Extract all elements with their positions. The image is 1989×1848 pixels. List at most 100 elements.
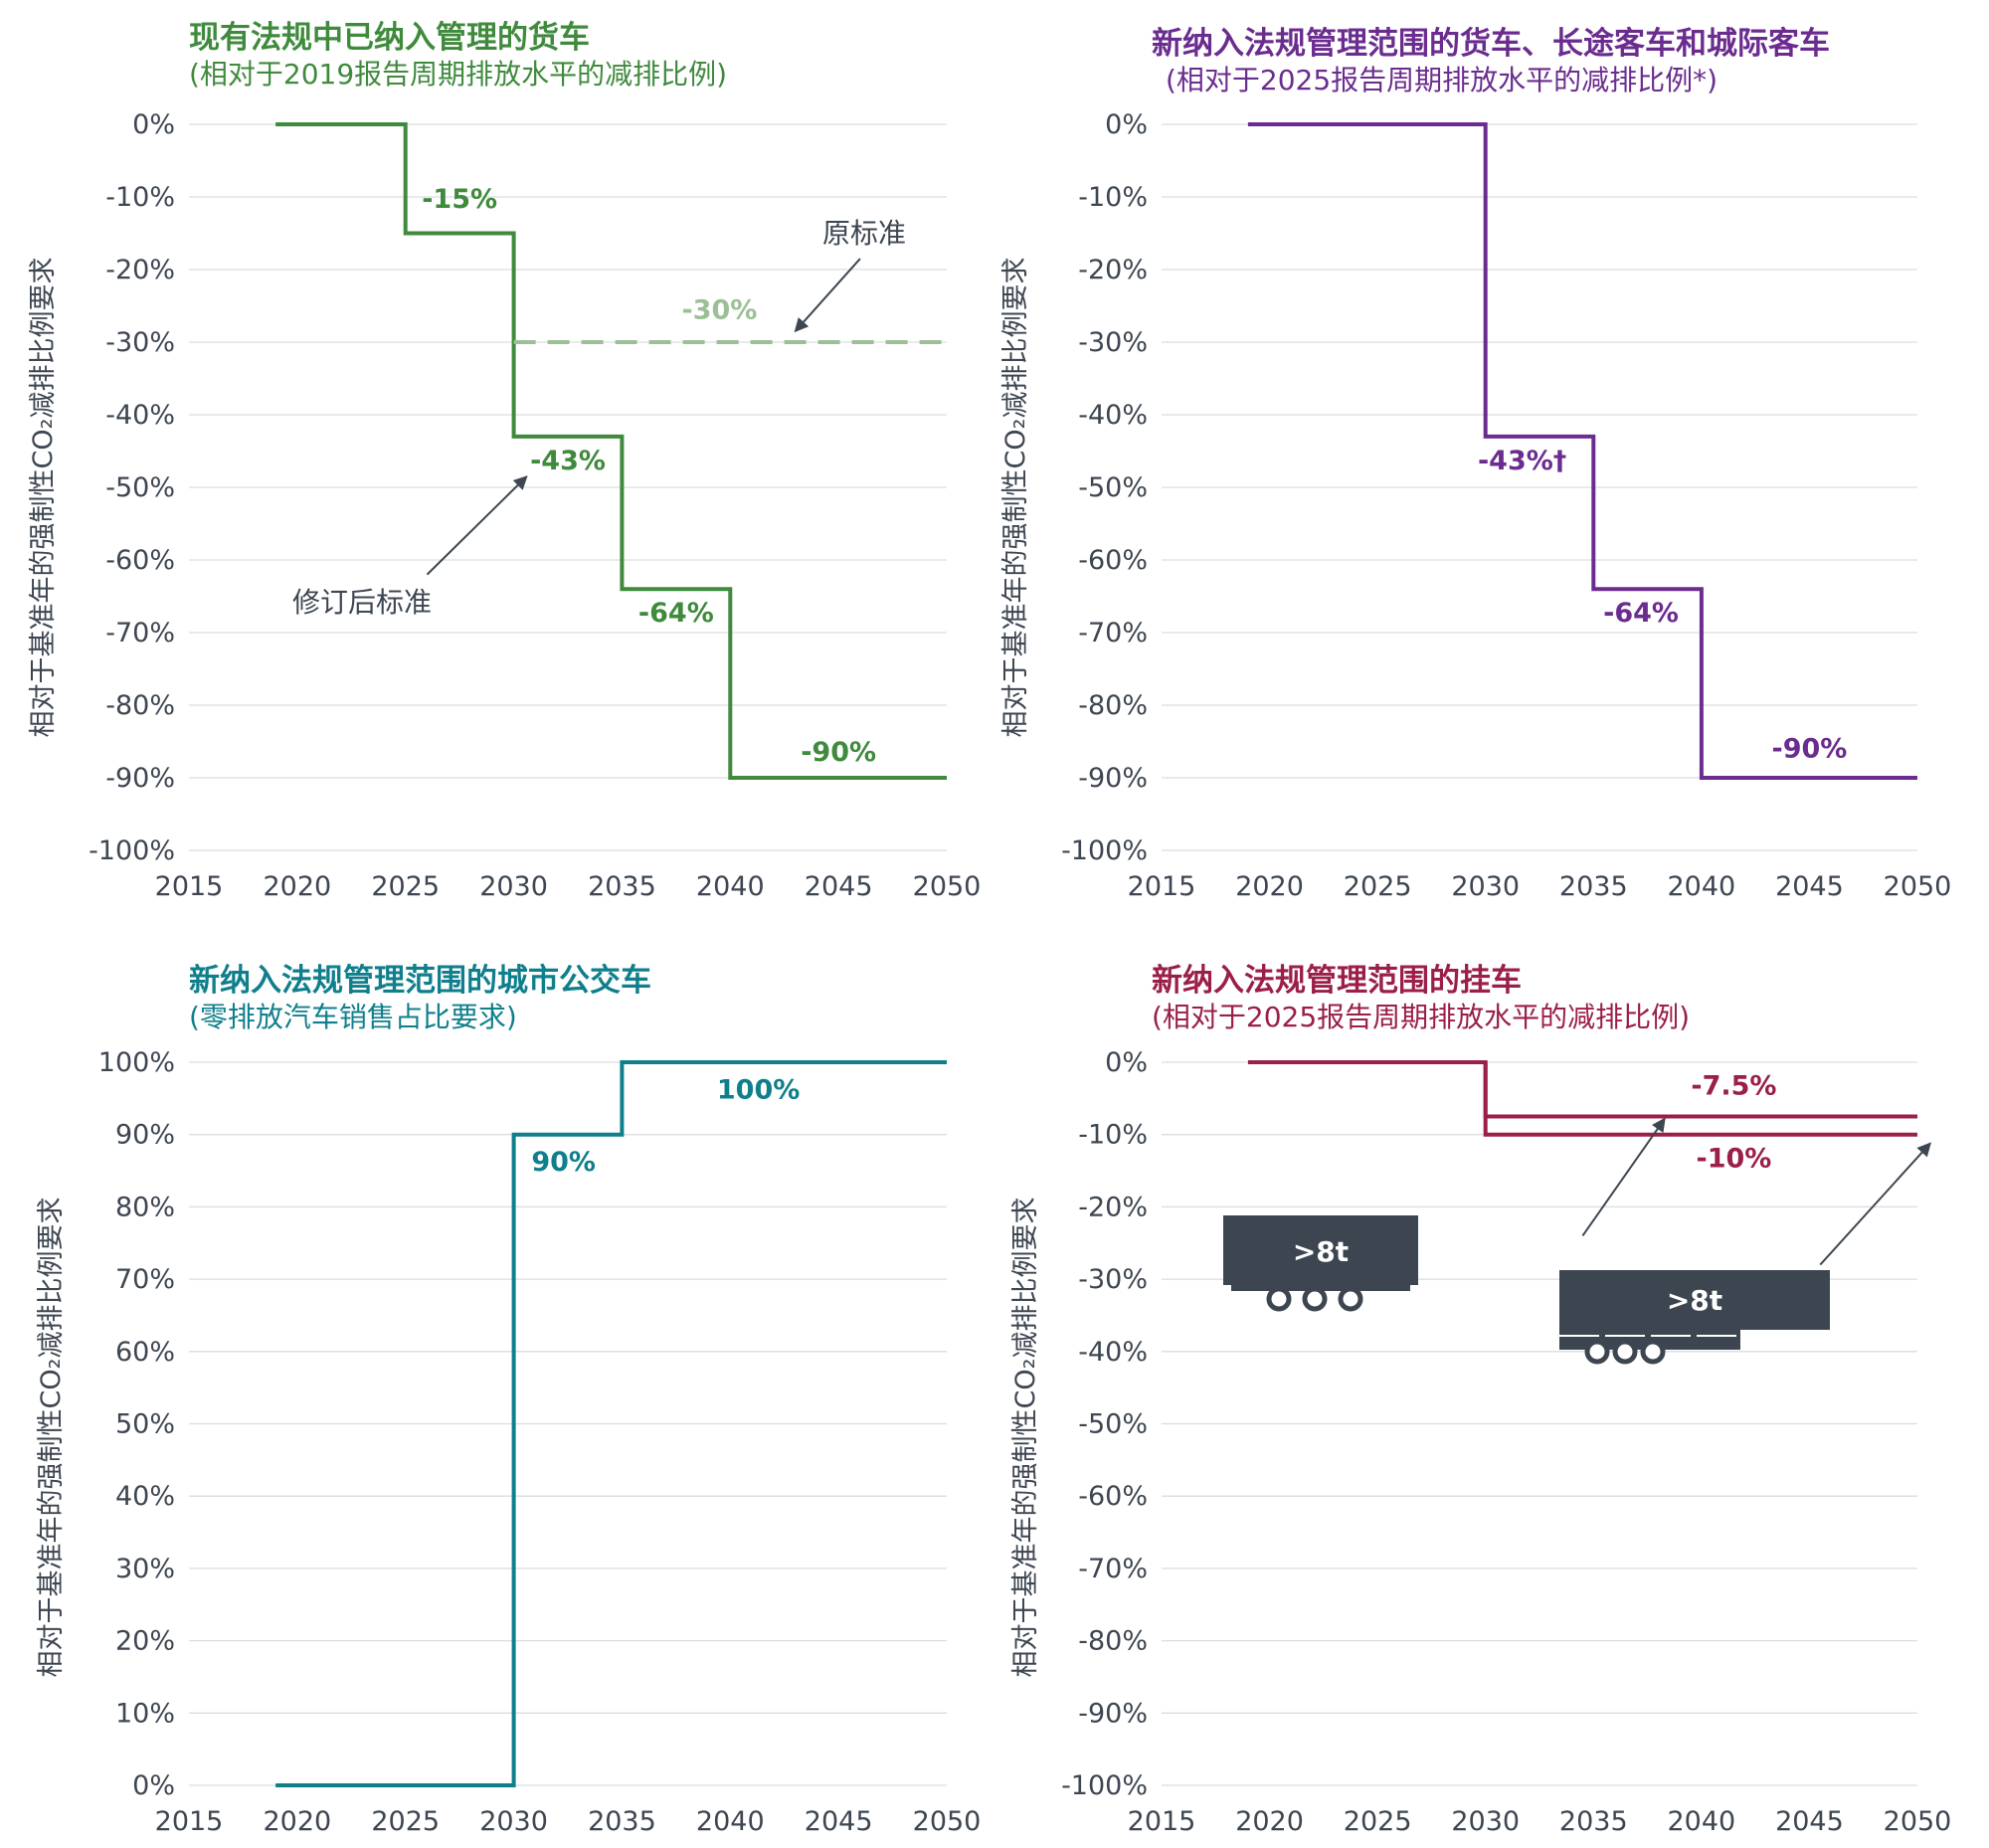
x-tick-label: 2040: [696, 871, 765, 902]
y-tick-label: -30%: [1078, 327, 1148, 358]
data-label: -10%: [1697, 1143, 1772, 1174]
data-label: -15%: [422, 184, 497, 215]
x-tick-label: 2020: [1235, 871, 1304, 902]
revised-standard-annotation: 修订后标准: [292, 586, 432, 619]
semi-trailer-wheels: [1584, 1339, 1666, 1365]
annotation-arrow: [1581, 1117, 1666, 1237]
panel-1-annotations: 原标准 修订后标准: [292, 217, 906, 619]
x-tick-label: 2045: [805, 871, 873, 902]
y-tick-label: -10%: [1078, 182, 1148, 213]
y-tick-label: -60%: [1078, 545, 1148, 576]
data-label: -90%: [1772, 734, 1848, 765]
x-tick-label: 2035: [1559, 1806, 1628, 1837]
y-tick-label: 20%: [115, 1626, 175, 1657]
panel-3-title: 新纳入法规管理范围的城市公交车: [189, 963, 651, 999]
rigid-trailer-icon: >8t: [1223, 1215, 1418, 1312]
trailer-wheels: [1266, 1286, 1363, 1312]
panel-2-plot: 0% -10% -20% -30% -40% -50% -60% -70% -80% -90% -1…: [1061, 109, 1951, 902]
panel-2-y-axis-label: 相对于基准年的强制性CO₂减排比例要求: [1000, 258, 1031, 738]
y-tick-label: 100%: [98, 1047, 175, 1078]
panel-3-subtitle: (零排放汽车销售占比要求): [189, 1001, 517, 1033]
series-line-1: [275, 122, 947, 780]
y-tick-label: -80%: [1078, 690, 1148, 721]
rigid-trailer-weight-label: >8t: [1293, 1235, 1349, 1268]
panel-4-plot: 0% -10% -20% -30% -40% -50% -60% -70% -80% -90% -1…: [1061, 1047, 1951, 1837]
series-line-1: [1247, 1060, 1917, 1119]
original-standard-annotation: 原标准: [822, 217, 906, 250]
x-tick-label: 2045: [805, 1806, 873, 1837]
x-tick-label: 2025: [371, 871, 440, 902]
y-tick-label: -40%: [105, 400, 175, 431]
annotation-arrow: [794, 258, 861, 333]
semi-trailer-icon: >8t: [1559, 1270, 1830, 1365]
y-tick-label: -50%: [105, 472, 175, 503]
y-tick-label: -100%: [89, 835, 175, 866]
x-tick-label: 2020: [263, 1806, 331, 1837]
panel-4-subtitle: (相对于2025报告周期排放水平的减排比例): [1152, 1001, 1690, 1033]
data-label: 90%: [531, 1147, 596, 1178]
series-line-1: [1247, 122, 1917, 780]
x-tick-label: 2015: [155, 871, 224, 902]
x-tick-label: 2030: [479, 1806, 548, 1837]
x-tick-label: 2050: [913, 871, 982, 902]
data-label: -30%: [681, 295, 757, 326]
y-tick-label: 10%: [115, 1698, 175, 1729]
panel-3-y-axis-label: 相对于基准年的强制性CO₂减排比例要求: [36, 1198, 67, 1678]
y-tick-label: -20%: [105, 255, 175, 285]
y-tick-label: 30%: [115, 1554, 175, 1584]
y-tick-label: -20%: [1078, 255, 1148, 285]
panel-1-y-axis-label: 相对于基准年的强制性CO₂减排比例要求: [28, 258, 59, 738]
y-tick-label: 0%: [132, 109, 175, 140]
y-tick-label: 40%: [115, 1481, 175, 1512]
panel-1-plot: 0% -10% -20% -30% -40% -50% -60% -70% -80% -90% -1…: [89, 109, 981, 902]
x-tick-label: 2035: [588, 871, 656, 902]
y-tick-label: 70%: [115, 1264, 175, 1295]
x-tick-label: 2035: [1559, 871, 1628, 902]
x-tick-label: 2020: [263, 871, 331, 902]
y-tick-label: 0%: [1105, 109, 1148, 140]
panel-city-buses: 新纳入法规管理范围的城市公交车 (零排放汽车销售占比要求) 相对于基准年的强制性…: [36, 963, 981, 1837]
trailer-body: [1223, 1215, 1418, 1285]
y-tick-label: -30%: [1078, 1264, 1148, 1295]
x-tick-label: 2050: [1884, 871, 1952, 902]
y-tick-label: -70%: [1078, 618, 1148, 648]
x-tick-label: 2035: [588, 1806, 656, 1837]
panel-new-trucks-coaches: 新纳入法规管理范围的货车、长途客车和城际客车 (相对于2025报告周期排放水平的…: [1000, 26, 1951, 902]
panel-4-y-axis-label: 相对于基准年的强制性CO₂减排比例要求: [1010, 1198, 1041, 1678]
y-tick-label: -80%: [105, 690, 175, 721]
x-tick-label: 2040: [696, 1806, 765, 1837]
y-tick-label: -70%: [105, 618, 175, 648]
y-tick-label: -10%: [1078, 1120, 1148, 1151]
x-tick-label: 2050: [1884, 1806, 1952, 1837]
x-tick-label: 2040: [1667, 1806, 1735, 1837]
y-tick-label: 90%: [115, 1120, 175, 1151]
x-tick-label: 2020: [1235, 1806, 1304, 1837]
x-tick-label: 2050: [913, 1806, 982, 1837]
y-tick-label: 0%: [1105, 1047, 1148, 1078]
panel-existing-trucks: 现有法规中已纳入管理的货车 (相对于2019报告周期排放水平的减排比例) 相对于…: [28, 20, 981, 902]
y-tick-label: 80%: [115, 1192, 175, 1222]
y-tick-label: -30%: [105, 327, 175, 358]
panel-3-plot: 100% 90% 80% 70% 60% 50% 40% 30% 20% 10% 0% 2015 202…: [98, 1047, 982, 1837]
x-tick-label: 2045: [1775, 1806, 1844, 1837]
data-label: -43%: [530, 446, 606, 476]
panel-trailers: 新纳入法规管理范围的挂车 (相对于2025报告周期排放水平的减排比例) 相对于基…: [1010, 963, 1951, 1837]
y-tick-label: -90%: [105, 763, 175, 794]
panel-2-title: 新纳入法规管理范围的货车、长途客车和城际客车: [1152, 26, 1830, 62]
x-tick-label: 2030: [479, 871, 548, 902]
panel-4-title: 新纳入法规管理范围的挂车: [1152, 963, 1522, 999]
y-tick-label: -60%: [105, 545, 175, 576]
data-label: -64%: [638, 598, 714, 629]
data-label: -90%: [801, 737, 876, 768]
y-tick-label: -50%: [1078, 1409, 1148, 1440]
y-tick-label: -10%: [105, 182, 175, 213]
x-tick-label: 2025: [371, 1806, 440, 1837]
x-tick-label: 2025: [1344, 1806, 1412, 1837]
y-tick-label: -70%: [1078, 1554, 1148, 1584]
y-tick-label: -40%: [1078, 1337, 1148, 1368]
annotation-arrow: [1819, 1142, 1931, 1266]
annotation-arrow: [426, 475, 528, 576]
series-line-1: [275, 1060, 947, 1787]
y-tick-label: -40%: [1078, 400, 1148, 431]
